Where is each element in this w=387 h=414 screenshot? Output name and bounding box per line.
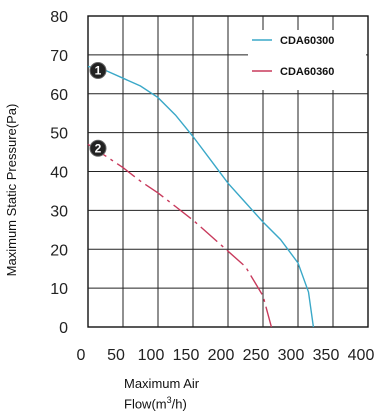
x-axis-label-sup: 3 [166, 395, 172, 405]
y-tick-label: 0 [59, 320, 68, 337]
x-tick-label: 0 [77, 347, 86, 364]
x-tick-label: 400 [348, 347, 375, 364]
series-layer [87, 65, 315, 328]
x-tick-label: 50 [107, 347, 125, 364]
y-tick-label: 40 [50, 165, 68, 182]
tick-labels: 0 50 100 150 200 250 300 350 400 0 10 20 30 40 50 60 70 8… [50, 9, 374, 364]
x-tick-label: 300 [278, 347, 305, 364]
x-tick-label: 150 [173, 347, 200, 364]
y-tick-label: 50 [50, 126, 68, 143]
x-axis-label-line2: Flow(m3/h) [124, 392, 199, 412]
y-tick-label: 80 [50, 9, 68, 26]
x-tick-label: 100 [138, 347, 165, 364]
x-axis-label-unit-end: /h) [171, 396, 187, 412]
curve-marker-label-1: 1 [95, 64, 102, 78]
legend-label-1: CDA60300 [280, 35, 334, 47]
y-tick-label: 60 [50, 87, 68, 104]
curve-marker-2 [89, 139, 107, 157]
x-axis-label-unit: Flow(m [124, 396, 167, 412]
y-tick-label: 20 [50, 242, 68, 259]
curve-markers: 12 [89, 62, 107, 157]
y-axis-label: Maximum Static Pressure(Pa) [4, 104, 19, 277]
y-tick-label: 30 [50, 203, 68, 220]
curve-marker-1 [89, 62, 107, 80]
curve-marker-label-2: 2 [95, 141, 102, 155]
legend: CDA60300 CDA60360 [248, 30, 366, 90]
legend-label-2: CDA60360 [280, 66, 334, 78]
x-tick-label: 250 [243, 347, 270, 364]
x-tick-label: 350 [313, 347, 340, 364]
y-tick-label: 70 [50, 48, 68, 65]
series-line-1 [87, 65, 315, 328]
x-tick-label: 200 [208, 347, 235, 364]
y-tick-label: 10 [50, 281, 68, 298]
x-axis-label-line1: Maximum Air [124, 376, 200, 391]
x-axis-label: Maximum Air Flow(m3/h) [124, 376, 199, 412]
series-line-2 [87, 143, 273, 328]
